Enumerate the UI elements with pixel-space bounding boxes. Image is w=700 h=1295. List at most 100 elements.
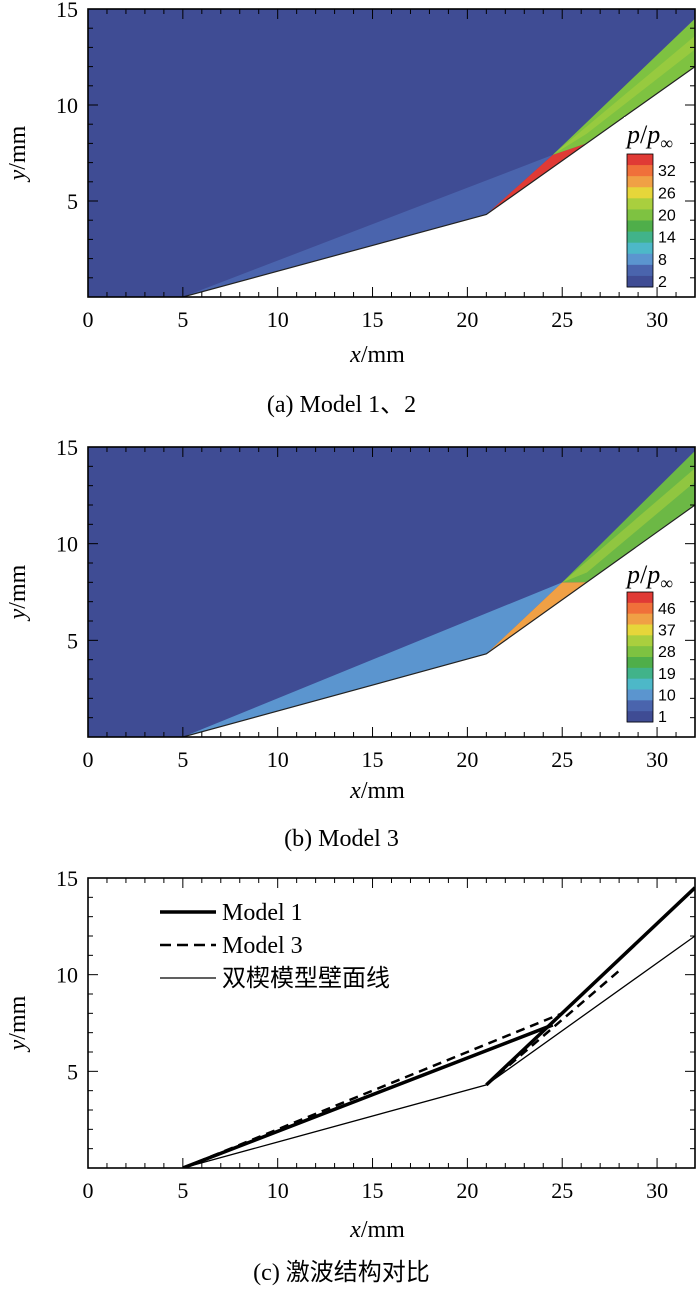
x-axis-label: x/mm xyxy=(349,1217,405,1243)
x-tick-label: 20 xyxy=(456,747,478,772)
colorbar-swatch xyxy=(627,592,653,604)
colorbar-title: p/p∞ xyxy=(625,120,673,153)
x-tick-label: 25 xyxy=(551,307,573,332)
series-line-1 xyxy=(182,1012,563,1168)
x-tick-label: 15 xyxy=(362,307,384,332)
colorbar-swatch xyxy=(627,253,653,266)
x-tick-label: 5 xyxy=(177,307,188,332)
x-axis-label-var: x xyxy=(349,342,361,368)
x-tick-label: 5 xyxy=(177,747,188,772)
plot-frame xyxy=(87,877,696,1169)
plot-area xyxy=(182,886,695,1168)
x-tick-label: 20 xyxy=(456,307,478,332)
colorbar-tick-label: 14 xyxy=(658,230,676,247)
y-axis-label-unit: /mm xyxy=(5,564,31,608)
colorbar-swatch xyxy=(627,700,653,712)
colorbar-swatch xyxy=(627,187,653,199)
legend: Model 1 Model 3 双楔模型壁面线 xyxy=(160,900,390,992)
colorbar-swatch xyxy=(627,209,653,221)
x-tick-label: 15 xyxy=(362,747,384,772)
x-tick-label: 5 xyxy=(177,1178,188,1203)
x-axis-label: x/mm xyxy=(349,342,405,368)
x-tick-label: 20 xyxy=(456,1178,478,1203)
y-axis-label: y/mm xyxy=(5,995,31,1052)
colorbar-tick-label: 1 xyxy=(658,709,667,726)
colorbar-swatch xyxy=(627,165,653,177)
colorbar-tick-label: 37 xyxy=(658,623,676,640)
y-tick-label: 15 xyxy=(56,435,78,460)
solid-body xyxy=(182,505,695,737)
x-tick-label: 15 xyxy=(362,1178,384,1203)
x-tick-label: 25 xyxy=(551,1178,573,1203)
colorbar-swatch xyxy=(627,231,653,244)
colorbar-tick-label: 28 xyxy=(658,644,676,661)
x-tick-label: 0 xyxy=(83,307,94,332)
x-tick-label: 30 xyxy=(646,1178,668,1203)
colorbar-swatch xyxy=(627,198,653,210)
wall-line xyxy=(182,66,695,297)
colorbar-swatch xyxy=(627,242,653,255)
y-tick-label: 10 xyxy=(56,532,78,557)
y-axis-label-var: y xyxy=(5,608,31,621)
y-tick-label: 15 xyxy=(56,866,78,891)
colorbar-tick-label: 19 xyxy=(658,666,676,683)
colorbar-frame xyxy=(626,153,654,288)
x-tick-label: 0 xyxy=(83,1178,94,1203)
ticks xyxy=(87,446,696,738)
colorbar-swatch xyxy=(627,635,653,647)
x-tick-label: 30 xyxy=(646,307,668,332)
colorbar-swatch xyxy=(627,220,653,233)
x-axis-label-unit: /mm xyxy=(361,1217,405,1243)
plot-area xyxy=(88,9,695,297)
colorbar-swatch xyxy=(627,646,653,658)
panel-caption: (a) Model 1、2 xyxy=(267,392,416,418)
colorbar-title-sep: / xyxy=(640,560,648,589)
x-tick-label: 10 xyxy=(267,1178,289,1203)
y-tick-label: 5 xyxy=(67,628,78,653)
ticks xyxy=(87,8,696,298)
y-tick-label: 5 xyxy=(67,189,78,214)
colorbar-swatch xyxy=(627,678,653,690)
colorbar-frame xyxy=(626,591,654,723)
colorbar-title-sub: p xyxy=(645,560,660,589)
colorbar-title-subscript: ∞ xyxy=(660,133,673,153)
series-line-2 xyxy=(182,935,695,1168)
wall-line xyxy=(182,504,695,737)
x-tick-label: 10 xyxy=(267,307,289,332)
y-tick-label: 10 xyxy=(56,93,78,118)
colorbar-title-var: p xyxy=(625,560,640,589)
y-axis-label-unit: /mm xyxy=(5,125,31,169)
y-tick-label: 5 xyxy=(67,1059,78,1084)
ticks xyxy=(87,877,696,1169)
region-downstream xyxy=(562,450,695,583)
colorbar-tick-label: 20 xyxy=(658,207,676,224)
colorbar-title-sep: / xyxy=(640,120,648,149)
y-axis-label-var: y xyxy=(5,1039,31,1052)
colorbar-tick-label: 26 xyxy=(658,185,676,202)
legend-entry: 双楔模型壁面线 xyxy=(222,965,390,992)
solid-body xyxy=(182,66,695,297)
x-tick-label: 30 xyxy=(646,747,668,772)
x-axis-label: x/mm xyxy=(349,778,405,804)
x-axis-label-var: x xyxy=(349,778,361,804)
region-first-wedge xyxy=(182,154,553,297)
x-axis-label-unit: /mm xyxy=(361,342,405,368)
region-downstream-band xyxy=(552,35,695,155)
x-tick-label: 25 xyxy=(551,747,573,772)
x-axis-label-unit: /mm xyxy=(361,778,405,804)
colorbar-swatch xyxy=(627,613,653,625)
x-tick-label: 0 xyxy=(83,747,94,772)
series-line-0 xyxy=(485,886,695,1087)
panel-caption: (c) 激波结构对比 xyxy=(253,1259,430,1286)
plot-area xyxy=(88,447,695,737)
y-axis-label-var: y xyxy=(5,169,31,182)
legend-entry: Model 3 xyxy=(222,933,303,959)
colorbar-swatch xyxy=(627,624,653,636)
colorbar-tick-label: 8 xyxy=(658,252,667,269)
colorbar-swatch xyxy=(627,689,653,701)
colorbar-swatch xyxy=(627,176,653,188)
panel-caption: (b) Model 3 xyxy=(284,826,399,852)
